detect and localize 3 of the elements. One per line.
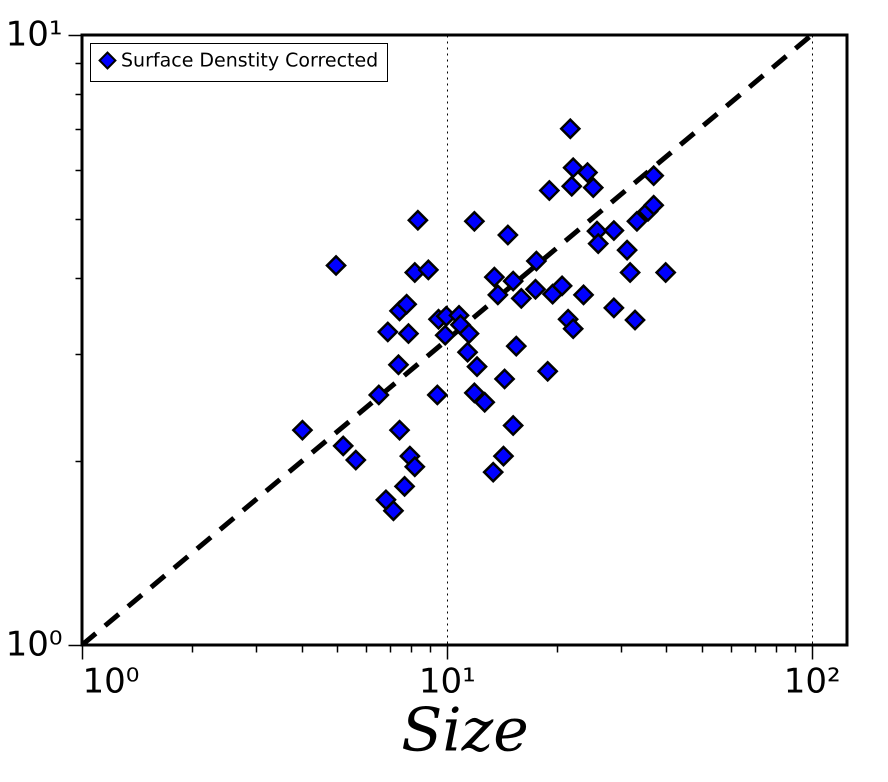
legend-label: Surface Denstity Corrected bbox=[121, 50, 378, 72]
x-tick-label: 10² bbox=[784, 662, 841, 702]
x-tick-label: 10⁰ bbox=[82, 662, 140, 702]
